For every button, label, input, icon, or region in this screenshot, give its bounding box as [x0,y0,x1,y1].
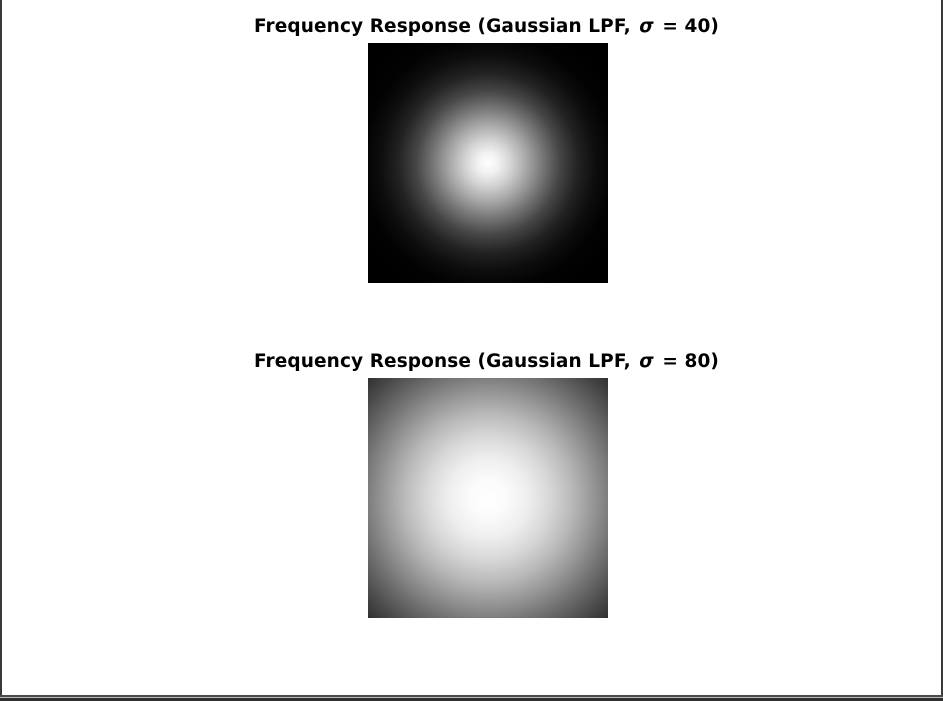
plot-title-prefix: Frequency Response (Gaussian LPF, [253,351,631,372]
plot-title-prefix: Frequency Response (Gaussian LPF, [253,16,631,37]
sigma-symbol: σ [639,351,654,372]
plot-title-suffix: = 80) [662,351,719,372]
plot-title: Frequency Response (Gaussian LPF, σ = 40… [0,14,943,40]
window-frame-left [0,0,2,701]
gaussian-lpf-image [368,378,608,618]
plot-title: Frequency Response (Gaussian LPF, σ = 80… [0,349,943,375]
window-frame-bottom [0,695,943,701]
gaussian-lpf-image [368,43,608,283]
plot-title-suffix: = 40) [662,16,719,37]
window-frame-right [941,0,943,701]
sigma-symbol: σ [639,16,654,37]
